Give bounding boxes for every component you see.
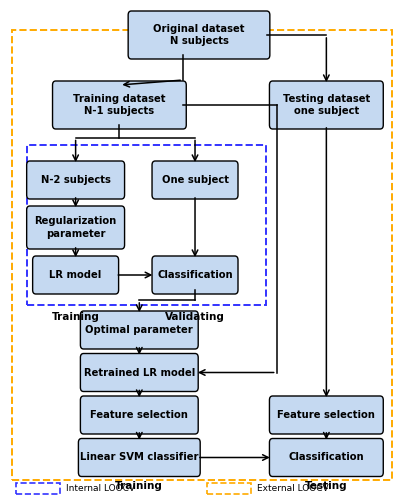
- Text: Classification: Classification: [157, 270, 233, 280]
- Text: Feature selection: Feature selection: [277, 410, 375, 420]
- Text: External LOOCV: External LOOCV: [257, 484, 328, 493]
- FancyBboxPatch shape: [128, 11, 270, 59]
- FancyBboxPatch shape: [269, 438, 383, 476]
- Bar: [207, 483, 251, 494]
- FancyBboxPatch shape: [80, 311, 198, 349]
- Text: N-2 subjects: N-2 subjects: [41, 175, 111, 185]
- Text: Testing: Testing: [305, 481, 348, 491]
- Text: Linear SVM classifier: Linear SVM classifier: [80, 452, 199, 462]
- Text: Optimal parameter: Optimal parameter: [86, 325, 193, 335]
- Text: LR model: LR model: [49, 270, 102, 280]
- FancyBboxPatch shape: [269, 81, 383, 129]
- Text: One subject: One subject: [162, 175, 228, 185]
- FancyBboxPatch shape: [78, 438, 200, 476]
- Bar: [27, 145, 266, 305]
- FancyBboxPatch shape: [152, 256, 238, 294]
- Text: Regularization
parameter: Regularization parameter: [35, 216, 117, 238]
- FancyBboxPatch shape: [269, 396, 383, 434]
- Text: Original dataset
N subjects: Original dataset N subjects: [153, 24, 245, 46]
- Text: Testing dataset
one subject: Testing dataset one subject: [283, 94, 370, 116]
- Text: Retrained LR model: Retrained LR model: [84, 368, 195, 378]
- FancyBboxPatch shape: [53, 81, 186, 129]
- FancyBboxPatch shape: [33, 256, 119, 294]
- FancyBboxPatch shape: [27, 161, 125, 199]
- Text: Validating: Validating: [165, 312, 225, 322]
- Text: Classification: Classification: [289, 452, 364, 462]
- FancyBboxPatch shape: [80, 396, 198, 434]
- Text: Feature selection: Feature selection: [90, 410, 188, 420]
- FancyBboxPatch shape: [80, 354, 198, 392]
- Bar: [16, 483, 60, 494]
- Text: Training: Training: [115, 481, 163, 491]
- Text: Training: Training: [52, 312, 100, 322]
- Text: Internal LOOCV: Internal LOOCV: [66, 484, 135, 493]
- FancyBboxPatch shape: [152, 161, 238, 199]
- Text: Training dataset
N-1 subjects: Training dataset N-1 subjects: [73, 94, 166, 116]
- FancyBboxPatch shape: [27, 206, 125, 249]
